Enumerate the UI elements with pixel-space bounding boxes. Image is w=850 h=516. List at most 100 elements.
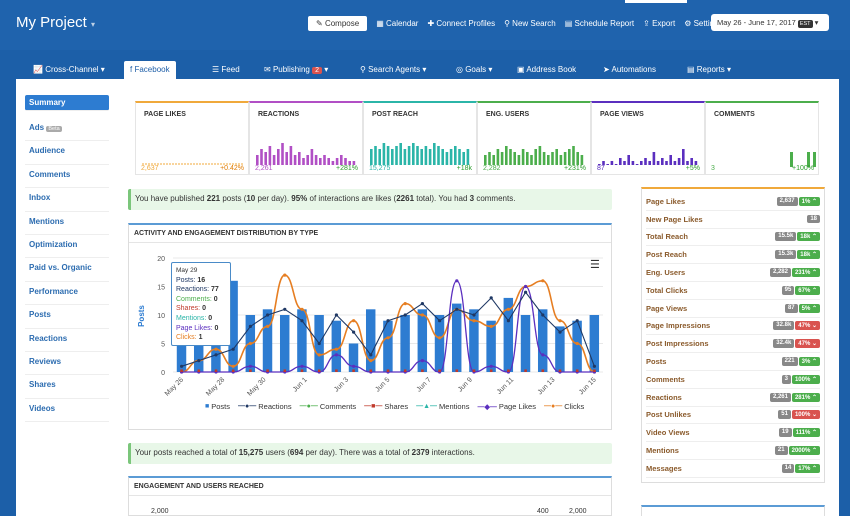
- nav-tab-cross-channel[interactable]: 📈 Cross-Channel ▾: [33, 61, 105, 79]
- nav-tab-label: Automations: [611, 65, 656, 74]
- metric-row-page-likes[interactable]: Page Likes 2,637 1% ⌃: [646, 193, 820, 211]
- nav-tab-goals[interactable]: ◎ Goals ▾: [456, 61, 492, 79]
- metric-change-badge: 3% ⌃: [798, 357, 820, 367]
- sidebar-item-mentions[interactable]: Mentions: [25, 212, 109, 235]
- x-tick-label: Jun 7: [416, 376, 433, 393]
- nav-tab-feed[interactable]: ☰ Feed: [212, 61, 240, 79]
- sidebar-item-videos[interactable]: Videos: [25, 399, 109, 423]
- metric-change-badge: 281% ⌃: [791, 392, 820, 402]
- metric-row-page-impressions[interactable]: Page Impressions 32.8k 47% ⌄: [646, 318, 820, 336]
- sparkline-bar: [492, 155, 495, 165]
- top-indicator: [625, 0, 687, 3]
- metric-row-post-impressions[interactable]: Post Impressions 32.4k 47% ⌄: [646, 335, 820, 354]
- stat-card-eng-users[interactable]: Eng. Users 2,282 +231%: [477, 101, 591, 175]
- metric-row-reactions[interactable]: Reactions 2,261 281% ⌃: [646, 389, 820, 407]
- posts-bar: [417, 309, 428, 372]
- legend-item-posts[interactable]: ■ Posts: [205, 402, 230, 411]
- sidebar-item-posts[interactable]: Posts: [25, 305, 109, 329]
- chevron-down-icon: ▾: [420, 65, 427, 74]
- sparkline-bar: [606, 164, 609, 165]
- channel-nav: 📈 Cross-Channel ▾ f Facebook ☰ Feed ✉ Publi…: [16, 61, 839, 79]
- metric-row-video-views[interactable]: Video Views 19 111% ⌃: [646, 424, 820, 443]
- metric-change-badge: 5% ⌃: [798, 303, 820, 313]
- metric-row-messages[interactable]: Messages 14 17% ⌃: [646, 460, 820, 478]
- metric-label: Total Clicks: [646, 285, 688, 295]
- stat-card-reactions[interactable]: Reactions 2,261 +281%: [249, 101, 363, 175]
- sparkline-bar: [538, 146, 542, 165]
- metric-row-comments[interactable]: Comments 3 100% ⌃: [646, 371, 820, 389]
- legend-marker: —■—: [364, 403, 383, 410]
- pagelikes-series-point: [248, 364, 252, 368]
- legend-item-reactions[interactable]: —●— Reactions: [238, 402, 292, 411]
- metric-row-page-views[interactable]: Page Views 87 5% ⌃: [646, 300, 820, 318]
- shares-point: [317, 369, 321, 372]
- metric-row-post-unlikes[interactable]: Post Unlikes 51 100% ⌄: [646, 407, 820, 425]
- sidebar-item-summary[interactable]: Summary: [25, 95, 109, 111]
- reactions-point: [266, 313, 270, 317]
- stat-cards: Page Likes 2,637 +0.42% Reactions 2,261 +281%…: [135, 101, 819, 175]
- sidebar-item-audience[interactable]: Audience: [25, 141, 109, 165]
- legend-label: Reactions: [258, 402, 292, 411]
- metric-row-posts[interactable]: Posts 221 3% ⌃: [646, 353, 820, 371]
- nav-tab-address-book[interactable]: ▣ Address Book: [517, 61, 576, 79]
- metric-row-total-reach[interactable]: Total Reach 15.5k 18k ⌃: [646, 229, 820, 247]
- metric-row-new-page-likes[interactable]: New Page Likes 18: [646, 211, 820, 229]
- nav-tab-reports[interactable]: ▤ Reports ▾: [687, 61, 731, 79]
- sidebar-item-optimization[interactable]: Optimization: [25, 235, 109, 259]
- legend-item-page-likes[interactable]: —◆— Page Likes: [477, 402, 536, 411]
- schedule-report-link[interactable]: ▤ Schedule Report: [564, 19, 635, 28]
- banner2-text: per day). There was a total of: [303, 448, 412, 457]
- sidebar-item-performance[interactable]: Performance: [25, 282, 109, 306]
- shares-point: [403, 369, 407, 372]
- metric-value: 18: [807, 215, 820, 224]
- legend-marker: —▲—: [416, 403, 438, 410]
- posts-bar: [537, 309, 548, 372]
- legend-item-clicks[interactable]: —●— Clicks: [544, 402, 584, 411]
- nav-icon: ➤: [603, 65, 612, 74]
- legend-item-comments[interactable]: —●— Comments: [300, 402, 357, 411]
- sidebar-item-inbox[interactable]: Inbox: [25, 188, 109, 212]
- sidebar-item-reactions[interactable]: Reactions: [25, 329, 109, 352]
- metric-row-post-reach[interactable]: Post Reach 15.3k 18k ⌃: [646, 246, 820, 265]
- stat-card-post-reach[interactable]: Post Reach 15,275 +18k: [363, 101, 477, 175]
- compose-button[interactable]: ✎ Compose: [308, 16, 368, 31]
- legend-item-mentions[interactable]: —▲— Mentions: [416, 402, 469, 411]
- sidebar-item-shares[interactable]: Shares: [25, 375, 109, 399]
- shares-point: [352, 369, 355, 372]
- legend-item-shares[interactable]: —■— Shares: [364, 402, 408, 411]
- sidebar-item-paid-vs-organic[interactable]: Paid vs. Organic: [25, 258, 109, 282]
- stat-card-page-views[interactable]: Page Views 87 +5%: [591, 101, 705, 175]
- metric-row-eng-users[interactable]: Eng. Users 2,282 231% ⌃: [646, 264, 820, 282]
- new-search-link[interactable]: ⚲ New Search: [504, 19, 556, 28]
- date-range-picker[interactable]: May 26 - June 17, 2017 EST ▾: [711, 14, 829, 31]
- export-link[interactable]: ⇪ Export: [643, 19, 676, 28]
- calendar-link[interactable]: ▦ Calendar: [376, 19, 419, 28]
- tooltip-date: May 29: [176, 267, 198, 274]
- nav-tab-automations[interactable]: ➤ Automations: [603, 61, 656, 79]
- sidebar-item-ads[interactable]: Ads Beta: [25, 118, 109, 142]
- metric-values: 19 111% ⌃: [778, 428, 820, 438]
- x-tick-label: May 28: [205, 376, 226, 397]
- stat-card-page-likes[interactable]: Page Likes 2,637 +0.42%: [135, 101, 249, 175]
- metric-values: 87 5% ⌃: [784, 303, 820, 313]
- sidebar-item-reviews[interactable]: Reviews: [25, 352, 109, 376]
- metric-value: 51: [778, 410, 791, 420]
- chart-menu-icon[interactable]: ☰: [590, 259, 600, 271]
- shares-point: [489, 369, 493, 372]
- nav-tab-search-agents[interactable]: ⚲ Search Agents ▾: [360, 61, 426, 79]
- tooltip-row: Posts: 16: [176, 276, 226, 286]
- stat-card-comments[interactable]: Comments 3 +100%: [705, 101, 819, 175]
- nav-tab-facebook[interactable]: f Facebook: [124, 61, 176, 79]
- sidebar-item-comments[interactable]: Comments: [25, 165, 109, 189]
- sparkline-bar: [331, 161, 335, 165]
- metric-row-mentions[interactable]: Mentions 21 2000% ⌃: [646, 442, 820, 460]
- nav-tab-publishing[interactable]: ✉ Publishing 2 ▾: [264, 61, 328, 79]
- chevron-down-icon: ▾: [98, 65, 105, 74]
- metric-row-total-clicks[interactable]: Total Clicks 95 67% ⌃: [646, 282, 820, 300]
- project-selector[interactable]: My Project ▾: [16, 14, 95, 31]
- clicks-series-point: [352, 319, 356, 323]
- connect-profiles-link[interactable]: ✚ Connect Profiles: [427, 19, 496, 28]
- posts-bar: [365, 309, 376, 372]
- reactions-point: [438, 319, 442, 323]
